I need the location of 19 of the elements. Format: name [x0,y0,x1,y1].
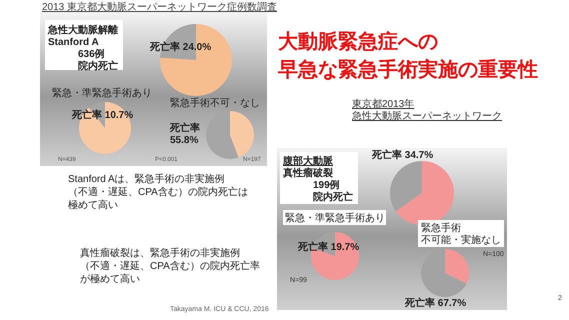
pie-slice [230,111,254,158]
text: 大動脈緊急症への早急な緊急手術実施の重要性 [277,30,538,81]
text: 急性大動脈解離Stanford A636例院内死亡 [47,24,118,72]
text: Stanford Aは、緊急手術の非実施例（不適・遅延、CPA含む）の院内死亡は極めて高い [68,173,248,211]
text: 真性瘤破裂は、緊急手術の非実施例（不適・遅延、CPA含む）の院内死亡率が極めて高い [80,247,260,285]
chart-title: 緊急・準緊急手術あり [52,87,152,99]
text: 東京都2013年急性大動脈スーパーネットワーク [351,98,502,122]
chart-title: 緊急手術不可・なし [170,97,260,109]
pie-slice [390,161,422,212]
text: 2013 東京都大動脈スーパーネットワーク症例数調査 [42,1,278,13]
data-label: 死亡率 67.7% [404,297,466,309]
text: 腹部大動脈真性瘤破裂199例院内死亡 [282,155,353,203]
data-label: 死亡率55.8% [169,122,200,146]
data-label: 死亡率 34.7% [371,149,434,161]
chart-title: 緊急手術不可能・実施なし [421,222,501,246]
data-label: 死亡率 24.0% [149,41,212,53]
pie-slice [445,249,469,284]
pie-slice [160,24,232,96]
chart-title: 緊急・準緊急手術あり [285,212,385,224]
